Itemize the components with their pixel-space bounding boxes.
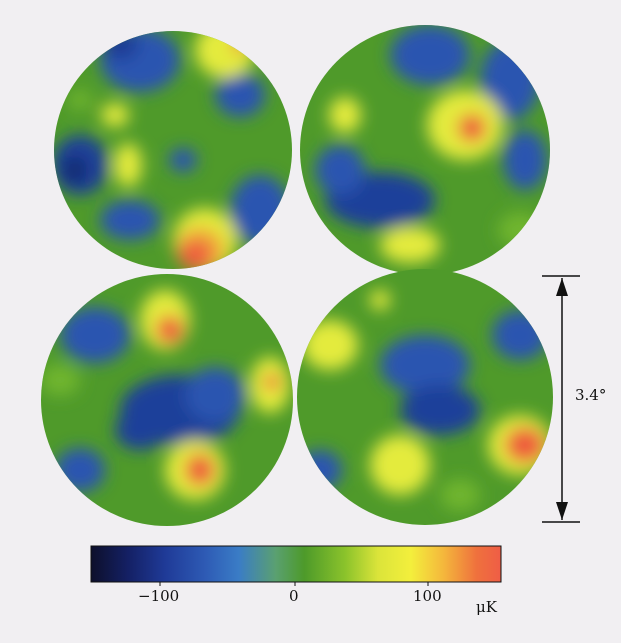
colorbar-unit-label: μK [476, 598, 497, 616]
colorbar [90, 545, 502, 586]
scale-bar-label: 3.4° [575, 386, 607, 404]
scale-bar [542, 275, 580, 523]
colorbar-tick-minus-100: −100 [138, 587, 180, 605]
sky-map-top-left [54, 31, 292, 269]
colorbar-tick-100: 100 [413, 587, 442, 605]
sky-map-bottom-right [297, 269, 553, 525]
sky-map-bottom-left [41, 274, 293, 526]
sky-map-top-right [300, 25, 550, 275]
colorbar-tick-0: 0 [289, 587, 299, 605]
